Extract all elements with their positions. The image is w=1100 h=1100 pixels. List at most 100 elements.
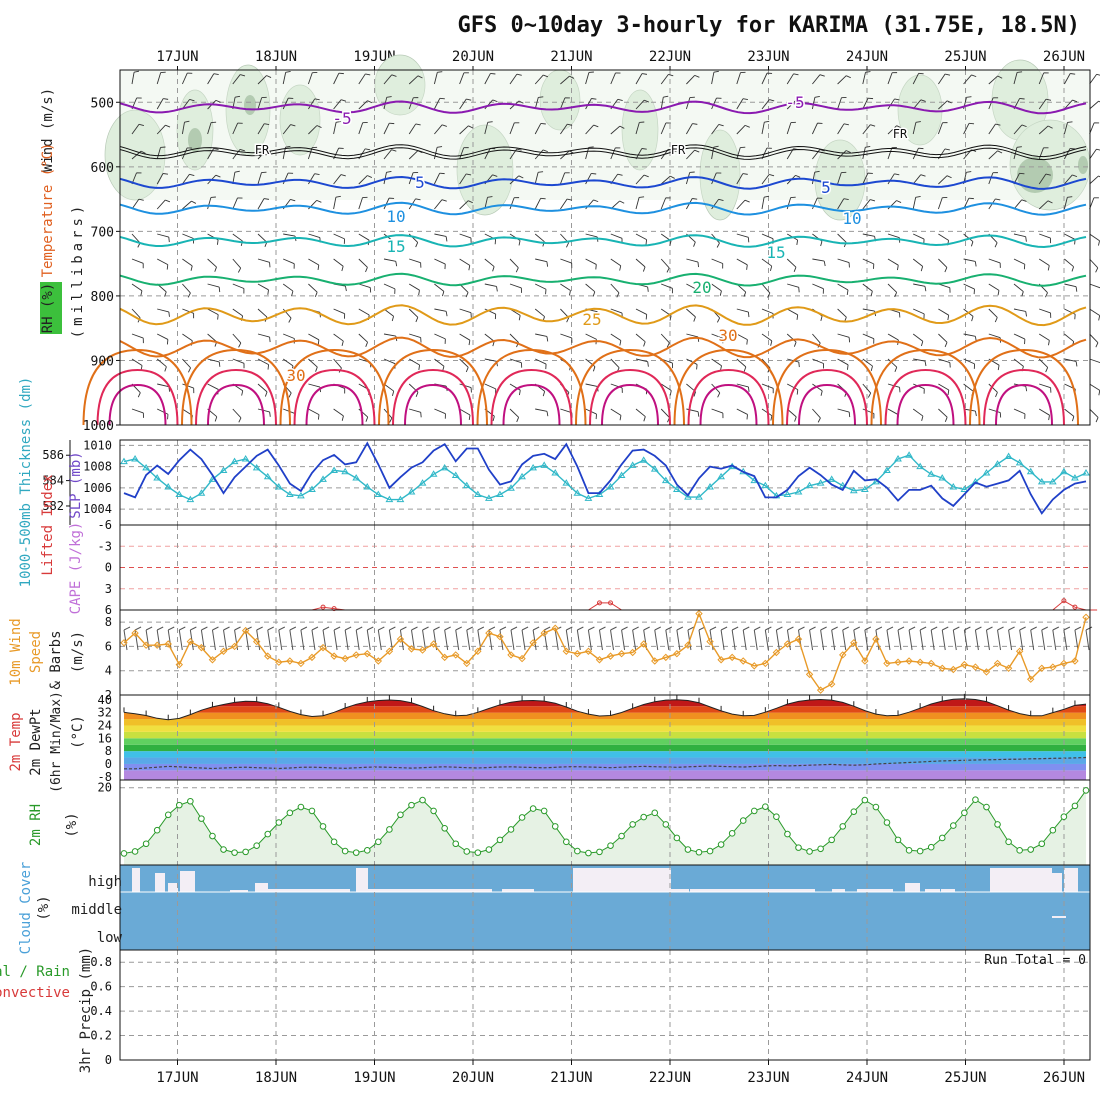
wind-speed-point	[275, 658, 283, 666]
upper-wind-barb-flag	[971, 74, 977, 78]
thickness-point	[252, 463, 261, 471]
upper-wind-barb-flag	[391, 149, 397, 152]
upper-wind-barb	[484, 308, 496, 315]
upper-wind-barb	[711, 172, 717, 185]
upper-wind-barb	[1089, 233, 1100, 242]
isotherm-label: -5	[332, 109, 351, 128]
rh-shading	[699, 129, 741, 221]
rh2m-point	[994, 821, 1001, 828]
upper-wind-barb-flag	[215, 174, 221, 178]
wind-speed-point	[341, 654, 349, 663]
wind-speed-point	[739, 657, 747, 665]
upper-wind-barb-flag	[344, 285, 347, 292]
upper-wind-barb	[887, 233, 900, 239]
thickness-point	[241, 455, 250, 462]
wind-barb	[355, 629, 360, 651]
upper-wind-barb	[1089, 258, 1099, 269]
upper-wind-barb	[1064, 358, 1077, 362]
rh2m-point	[164, 811, 172, 819]
rh2m-point	[297, 803, 305, 811]
upper-wind-barb-flag	[945, 73, 951, 76]
upper-wind-barb	[761, 122, 765, 135]
rh2m-point	[319, 823, 327, 830]
upper-wind-barb	[963, 383, 974, 392]
upper-wind-barb	[459, 125, 469, 135]
upper-wind-barb-flag	[924, 286, 927, 292]
slp-tick-label: 1006	[83, 481, 112, 495]
upper-wind-barb	[459, 147, 465, 160]
upper-wind-barb	[257, 283, 269, 291]
upper-wind-barb	[156, 199, 166, 210]
upper-wind-barb-flag	[439, 97, 445, 100]
thickness-line	[123, 454, 1087, 501]
thickness-point	[440, 463, 449, 471]
upper-wind-barb	[610, 258, 622, 267]
wind-barb-flag	[798, 626, 805, 631]
upper-wind-barb-flag	[870, 124, 876, 127]
upper-wind-barb	[484, 258, 495, 267]
upper-wind-barb	[333, 258, 344, 267]
upper-wind-barb	[585, 147, 590, 160]
bottom-date-label: 17JUN	[156, 1070, 198, 1086]
wind-barb-flag	[289, 626, 297, 631]
upper-wind-barb	[812, 258, 825, 262]
wind-barb	[941, 629, 946, 651]
upper-wind-barb	[1064, 174, 1073, 185]
upper-wind-barb	[988, 308, 998, 318]
upper-wind-barb-flag	[845, 150, 851, 153]
upper-wind-barb	[459, 358, 469, 368]
wind-speed-point	[142, 641, 150, 649]
top-date-label: 26JUN	[1043, 49, 1085, 65]
cloud-level-middle: middle	[71, 902, 122, 918]
wind-barb-flag	[422, 626, 429, 631]
rh2m-point	[507, 826, 515, 833]
rh2m-point	[275, 819, 283, 826]
upper-wind-barb	[786, 122, 792, 135]
thickness-point	[396, 495, 405, 503]
upper-wind-barb	[938, 73, 946, 85]
isotherm-30	[119, 336, 1087, 359]
wind-barb-flag	[344, 626, 352, 631]
cloud-level-low: low	[97, 930, 123, 946]
upper-wind-barb-flag	[137, 392, 141, 398]
ylabel-cape: CAPE (J/kg)	[68, 522, 84, 615]
cloud-level-high: high	[88, 874, 122, 890]
upper-wind-barb	[1013, 233, 1026, 238]
upper-wind-barb-flag	[518, 390, 521, 396]
upper-wind-barb	[308, 408, 320, 416]
upper-wind-barb	[912, 174, 922, 185]
rh2m-point	[187, 797, 194, 805]
upper-wind-barb	[811, 97, 816, 110]
thickness-point	[1026, 467, 1035, 475]
upper-wind-barb-flag	[218, 287, 221, 293]
upper-wind-barb	[459, 333, 471, 341]
wind-barb-flag	[455, 626, 462, 631]
thickness-point	[684, 493, 692, 500]
upper-wind-barb-flag	[820, 241, 823, 247]
upper-wind-barb-flag	[441, 291, 445, 297]
upper-wind-barb-flag	[743, 366, 747, 372]
thickness-point	[153, 474, 162, 481]
upper-wind-barb	[736, 383, 749, 388]
upper-wind-barb-flag	[569, 75, 575, 79]
upper-wind-barb	[635, 233, 647, 241]
isotherm-label: 15	[766, 243, 785, 262]
top-date-label: 17JUN	[156, 49, 198, 65]
upper-wind-barb-flag	[616, 292, 620, 298]
upper-wind-barb	[308, 333, 320, 341]
upper-wind-barb-flag	[492, 416, 495, 422]
upper-wind-barb	[156, 72, 162, 85]
upper-wind-barb-flag	[441, 124, 447, 127]
upper-wind-barb-flag	[645, 314, 648, 320]
upper-wind-barb	[308, 233, 321, 238]
pressure-tick-label: 600	[91, 161, 114, 176]
wind-barb-flag	[908, 626, 916, 631]
upper-wind-barb	[181, 147, 188, 160]
rh2m-point	[817, 845, 824, 853]
thickness-point	[783, 490, 792, 498]
upper-wind-barb	[535, 408, 548, 412]
upper-wind-barb	[358, 73, 366, 85]
bottom-date-label: 25JUN	[944, 1070, 986, 1086]
upper-wind-barb-flag	[944, 342, 948, 348]
wind-barb	[1030, 629, 1035, 651]
